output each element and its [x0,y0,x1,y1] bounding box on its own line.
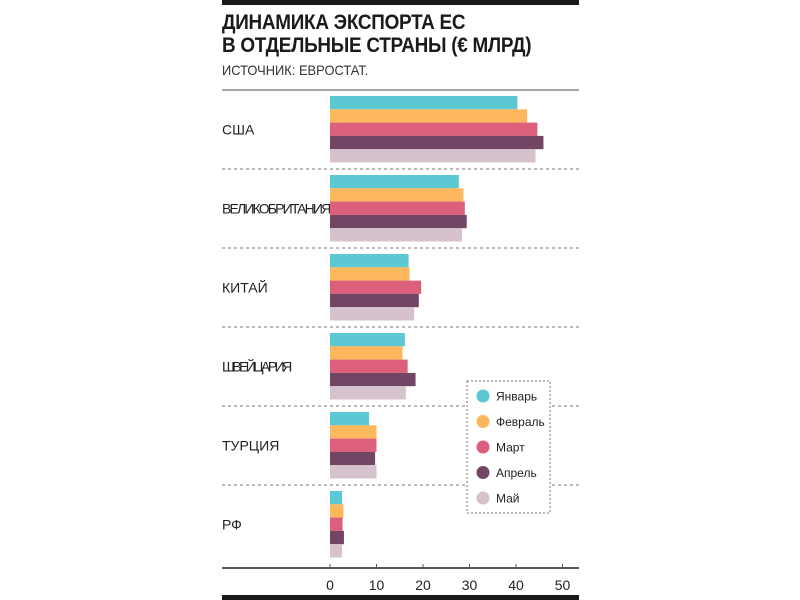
legend-label: Апрель [496,466,537,480]
bar-3 [330,122,538,136]
legend-label: Май [496,492,520,506]
category-label: РФ [222,517,242,533]
bar-1 [330,333,405,347]
category-label: КИТАЙ [222,279,268,296]
bar-4 [330,530,344,545]
legend-swatch [476,491,490,505]
legend-swatch [476,389,490,403]
title-line-2: В ОТДЕЛЬНЫЕ СТРАНЫ (€ МЛРД) [222,34,532,57]
title-line-1: ДИНАМИКА ЭКСПОРТА ЕС [222,11,466,34]
bar-4 [330,214,467,229]
bar-2 [330,109,528,123]
bar-5 [330,228,463,242]
x-tick-label: 0 [326,577,334,593]
x-tick-label: 10 [369,577,385,593]
category-label: ШВЕЙЦАРИЯ [222,358,292,375]
category-label: ТУРЦИЯ [222,438,279,454]
bar-2 [330,346,403,360]
bar-1 [330,175,459,189]
bar-5 [330,386,406,400]
bar-1 [330,491,343,505]
bar-5 [330,465,377,479]
legend-swatch [476,466,490,479]
top-rule [222,0,579,5]
bar-1 [330,412,370,426]
bar-1 [330,254,409,268]
bar-3 [330,517,343,531]
x-tick-label: 30 [462,577,478,593]
bar-2 [330,425,377,439]
x-tick-label: 50 [555,577,571,593]
legend-swatch [476,415,490,428]
legend-swatch [476,440,490,454]
bar-3 [330,359,408,373]
x-tick-label: 40 [508,577,524,593]
bar-5 [330,307,415,321]
bottom-rule [222,595,579,600]
bar-5 [330,149,536,163]
bar-5 [330,544,343,558]
legend-label: Январь [496,390,537,404]
category-label: США [222,122,255,138]
bar-4 [330,135,544,150]
bar-4 [330,451,376,466]
bar-2 [330,504,344,518]
legend-label: Февраль [496,415,545,429]
chart-source: ИСТОЧНИК: ЕВРОСТАТ. [222,62,369,78]
chart-title: ДИНАМИКА ЭКСПОРТА ЕС В ОТДЕЛЬНЫЕ СТРАНЫ … [222,11,532,57]
bar-3 [330,438,377,452]
bar-4 [330,372,416,387]
bar-3 [330,280,422,294]
bar-1 [330,96,518,110]
bar-3 [330,201,465,215]
bar-2 [330,267,410,281]
bar-4 [330,293,419,308]
legend-label: Март [496,441,525,455]
x-tick-label: 20 [415,577,431,593]
category-label: ВЕЛИКОБРИТАНИЯ [222,201,331,217]
bar-2 [330,188,464,202]
